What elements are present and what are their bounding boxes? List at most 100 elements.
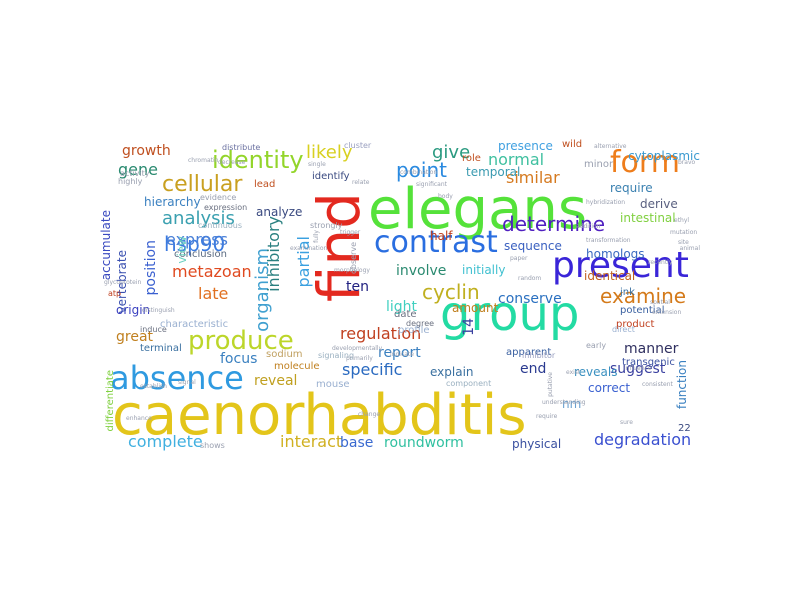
word-molecule: molecule xyxy=(274,361,320,372)
word-derive: derive xyxy=(640,197,678,211)
word-similar: similar xyxy=(506,168,560,187)
word-terminal: terminal xyxy=(140,343,182,354)
word-light: light xyxy=(386,299,418,315)
word-understanding: understanding xyxy=(542,399,586,406)
word-indicate: indicate xyxy=(390,351,414,358)
word-origin: origin xyxy=(116,303,151,317)
word-correct: correct xyxy=(588,381,631,395)
word-interact: interact xyxy=(280,432,343,451)
word-contrast: contrast xyxy=(374,225,498,260)
word-half: half xyxy=(430,229,453,243)
word-inhibitor: inhibitor xyxy=(522,351,556,360)
word-homologs: homologs xyxy=(586,247,645,261)
word-identity: identity xyxy=(212,146,304,174)
word-physical: physical xyxy=(512,437,562,451)
word-significant: significant xyxy=(416,181,447,188)
word-potential: potential xyxy=(620,305,665,316)
word-complete: complete xyxy=(128,432,203,451)
word-expression: expression xyxy=(204,203,248,212)
word-focus: focus xyxy=(220,351,258,367)
word-cluster: cluster xyxy=(344,141,372,150)
word-absence: absence xyxy=(110,359,244,397)
word-paper: paper xyxy=(510,255,528,262)
word-present: present xyxy=(552,245,689,286)
word-site: site xyxy=(678,239,689,246)
word-single: single xyxy=(308,161,326,168)
word-mutation: mutation xyxy=(670,229,698,236)
word-analysis: analysis xyxy=(162,208,235,229)
word-strongly: strongly xyxy=(310,221,343,230)
word-conclusion: conclusion xyxy=(174,249,228,260)
word-conserve: conserve xyxy=(498,291,562,307)
word-addition: addition xyxy=(576,223,601,230)
word-glycoprotein: glycoprotein xyxy=(104,279,142,286)
word-hsp90: hsp90 xyxy=(164,232,226,256)
word-wild: wild xyxy=(562,139,583,150)
word-transformation: transformation xyxy=(586,237,631,244)
word-ten: ten xyxy=(346,279,369,295)
word-putative: putative xyxy=(547,372,554,397)
word-examination: examination xyxy=(290,245,328,252)
word-intestinal: intestinal xyxy=(620,211,676,225)
word-hierarchy: hierarchy xyxy=(144,195,201,209)
word-hybridization: hybridization xyxy=(586,199,626,206)
word-combination: combination xyxy=(400,169,438,176)
word-sodium: sodium xyxy=(266,349,303,360)
word-profile: profile xyxy=(398,325,430,336)
word-suggest: suggest xyxy=(610,361,666,377)
word-highly: highly xyxy=(118,177,143,186)
word-group: group xyxy=(440,286,580,342)
word-signal: signal xyxy=(178,379,196,386)
word-animal: animal xyxy=(679,245,700,252)
word-body: body xyxy=(438,193,453,200)
word-determine: determine xyxy=(502,212,606,236)
word-specific: specific xyxy=(342,360,403,379)
word-temporal: temporal xyxy=(466,165,521,179)
word-extension: extension xyxy=(652,309,682,316)
word-relate: relate xyxy=(352,179,370,186)
word-base: base xyxy=(340,435,374,451)
word-continuous: continuous xyxy=(198,221,242,230)
word-roundworm: roundworm xyxy=(384,435,464,451)
word-caenorhabditis: caenorhabditis xyxy=(112,383,527,448)
word-partial: partial xyxy=(294,236,313,288)
word-distribute: distribute xyxy=(222,143,261,152)
word-change: change xyxy=(358,411,381,418)
word-express: express xyxy=(166,230,228,249)
word-ethyl: ethyl xyxy=(674,217,690,224)
word-role: role xyxy=(462,153,481,164)
word-accumulate: accumulate xyxy=(99,210,113,281)
word-primarily: primarily xyxy=(346,355,373,362)
word-random: random xyxy=(518,275,542,282)
word-22: 22 xyxy=(678,423,691,434)
word-late: late xyxy=(198,284,229,303)
word-identify: identify xyxy=(312,171,350,182)
word-signaling: signaling xyxy=(318,351,355,360)
word-point: point xyxy=(396,158,448,182)
word-normal: normal xyxy=(488,150,545,169)
word-metazoan: metazoan xyxy=(172,262,252,281)
word-position: position xyxy=(143,240,159,296)
word-influence: influence xyxy=(624,365,652,372)
word-cytoplasmic: cytoplasmic xyxy=(628,149,700,163)
word-jnk: jnk xyxy=(620,287,635,298)
word-minor: minor xyxy=(584,159,614,170)
word-direct: direct xyxy=(612,325,635,334)
word-recently: recently xyxy=(648,259,673,266)
word-involve: involve xyxy=(396,263,447,279)
word-cellular: cellular xyxy=(162,172,243,197)
word-initially: initially xyxy=(462,263,506,277)
word-induce: induce xyxy=(140,325,167,334)
word-fully: fully xyxy=(313,230,320,243)
word-distinguish: distinguish xyxy=(142,307,175,314)
word-apparent: apparent xyxy=(506,347,552,358)
word-degradation: degradation xyxy=(594,430,692,449)
word-view: view xyxy=(175,236,189,264)
word-examine: examine xyxy=(600,284,687,308)
word-trigger: trigger xyxy=(340,229,361,236)
word-shows: shows xyxy=(200,441,225,450)
word-transgenic: transgenic xyxy=(622,357,675,368)
word-date: date xyxy=(394,309,417,320)
word-sure: sure xyxy=(620,419,633,426)
